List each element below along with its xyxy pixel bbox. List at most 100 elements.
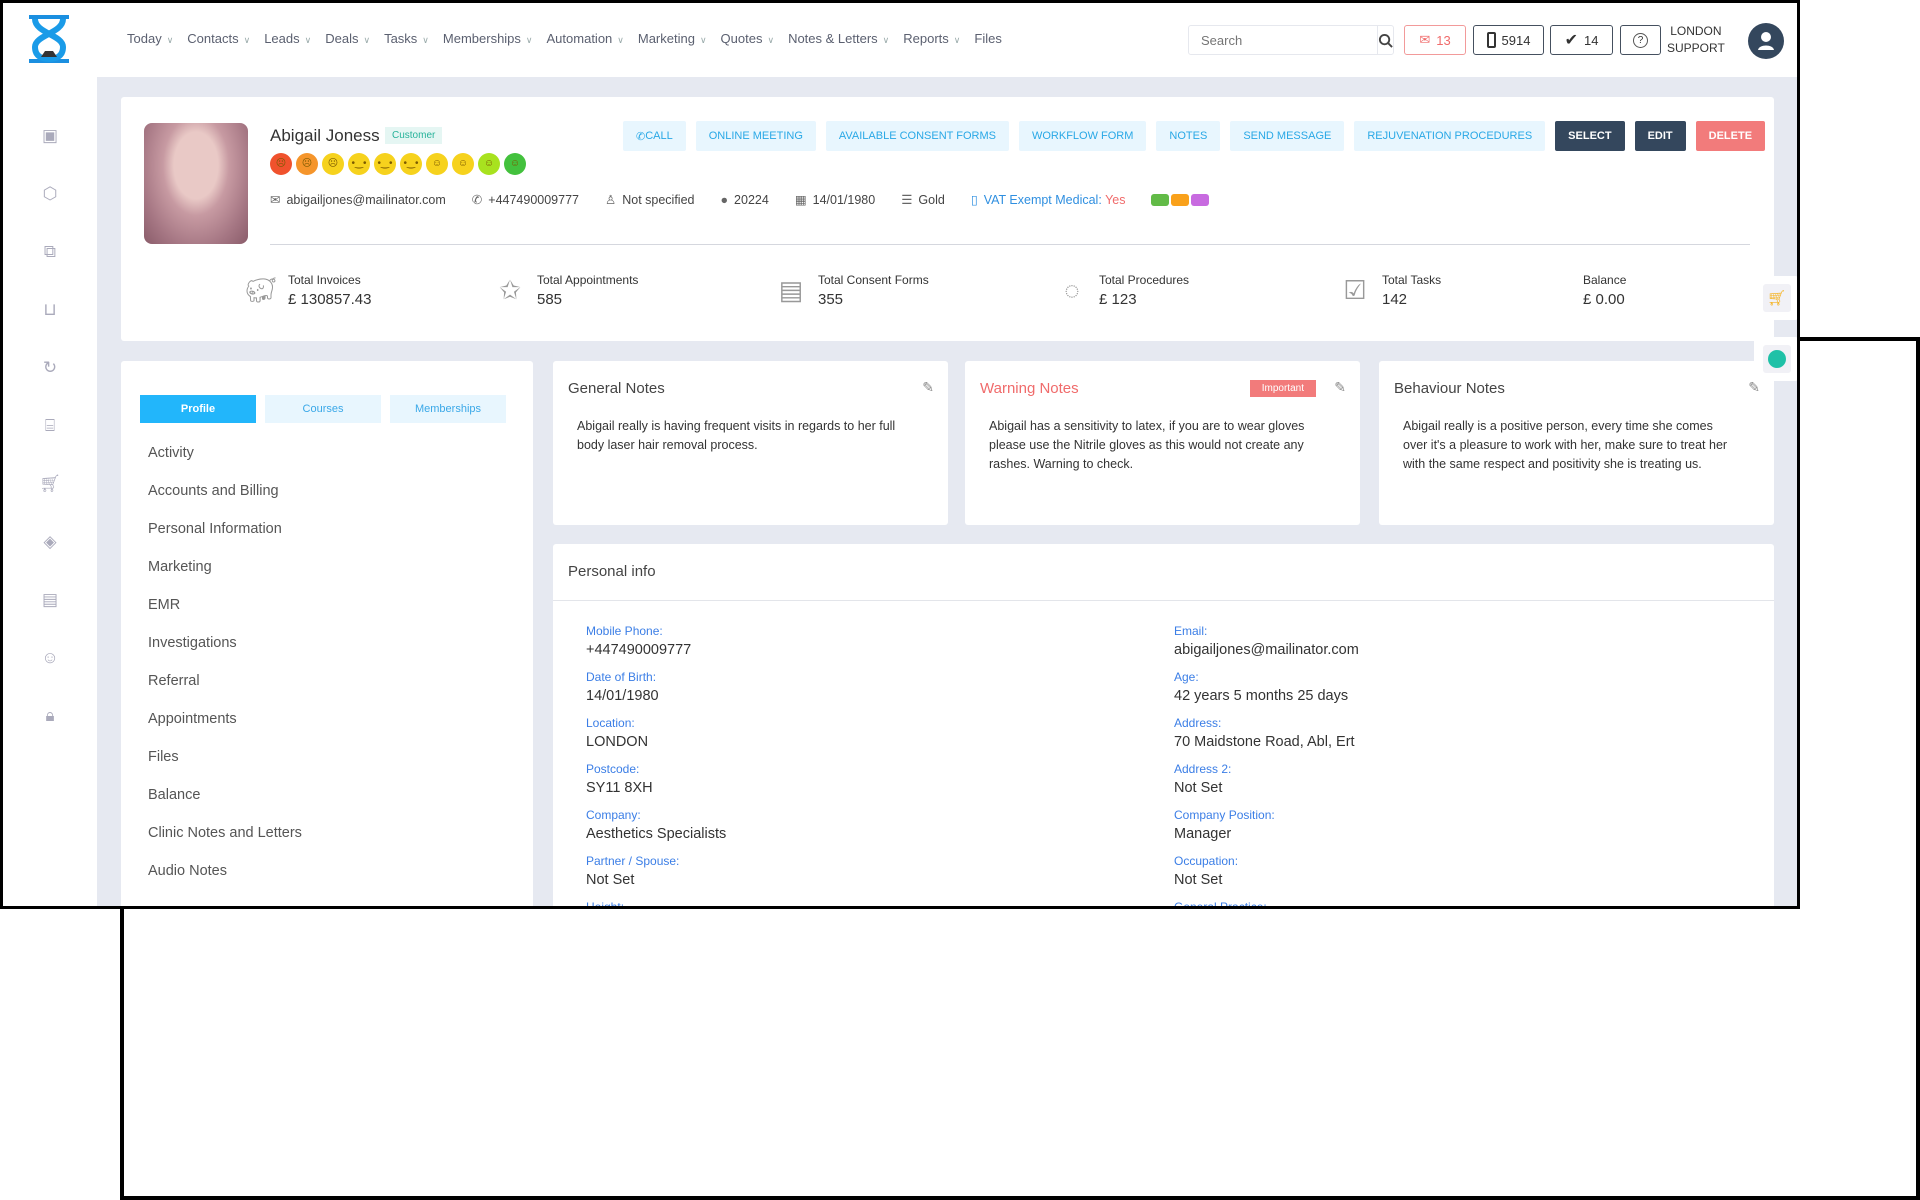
history-icon[interactable]: ↻ (42, 358, 58, 377)
help-button[interactable]: ? (1620, 25, 1661, 55)
online-meeting-button[interactable]: ONLINE MEETING (695, 121, 816, 151)
menu-item[interactable]: Audio Notes (148, 863, 227, 879)
select-button[interactable]: SELECT (1555, 121, 1625, 151)
menu-item[interactable]: Investigations (148, 635, 237, 651)
mood-face-icon[interactable]: ☹ (296, 153, 318, 175)
field-label: General Practice: (1174, 900, 1267, 909)
user-name[interactable]: LONDON SUPPORT (1667, 23, 1725, 57)
field-value: Manager (1174, 826, 1232, 842)
nav-item[interactable]: Leads ∨ (264, 31, 311, 46)
mood-rating: ☹ ☹ ☹ •‿• •‿• •‿• ☺ ☺ ☺ ☺ (270, 153, 526, 175)
cart-icon: 🛒︎ (1762, 284, 1791, 312)
nav-item[interactable]: Files (974, 31, 1001, 46)
note-card: Warning Notes Important ✎ Abigail has a sen… (965, 361, 1360, 525)
phone-button[interactable]: 5914 (1473, 25, 1544, 55)
tasks-button[interactable]: ✔ 14 (1550, 25, 1613, 55)
note-title: Behaviour Notes (1394, 380, 1505, 397)
stat-label: Total Invoices (288, 273, 361, 287)
note-title: Warning Notes (980, 380, 1079, 397)
menu-item[interactable]: Activity (148, 445, 194, 461)
nav-label: Automation (546, 31, 613, 46)
delete-button[interactable]: DELETE (1695, 121, 1766, 151)
field-value: Not Set (586, 872, 635, 888)
report-icon[interactable]: ▤ (41, 590, 59, 609)
notes-button[interactable]: NOTES (1156, 121, 1221, 151)
calendar-icon[interactable]: ▣ (41, 126, 59, 145)
cart-icon[interactable]: 🛒︎ (39, 474, 61, 493)
user-avatar[interactable] (1748, 23, 1784, 59)
nav-item[interactable]: Automation ∨ (547, 31, 624, 46)
call-button[interactable]: ✆ CALL (623, 121, 686, 151)
rejuvenation-procedures-button[interactable]: REJUVENATION PROCEDURES (1354, 121, 1546, 151)
menu-item[interactable]: Clinic Notes and Letters (148, 825, 302, 841)
stat-total-procedures: ◌ Total Procedures £ 123 (1055, 273, 1189, 308)
mood-face-icon[interactable]: ☹ (270, 153, 292, 175)
menu-item[interactable]: Referral (148, 673, 200, 689)
field-label: Postcode: (586, 762, 640, 776)
lock-icon[interactable]: 🔒︎ (45, 706, 55, 725)
nav-item[interactable]: Deals ∨ (325, 31, 370, 46)
nav-item[interactable]: Notes & Letters ∨ (788, 31, 889, 46)
user-icon: ● (720, 192, 729, 207)
help-icon: ? (1633, 32, 1648, 48)
gift-icon[interactable]: ⌸ (44, 416, 56, 435)
chevron-down-icon: ∨ (953, 35, 961, 45)
edit-pencil-icon[interactable]: ✎ (1748, 379, 1760, 395)
mood-face-icon[interactable]: ☺ (504, 153, 526, 175)
edit-pencil-icon[interactable]: ✎ (1334, 379, 1346, 395)
nav-label: Reports (903, 31, 949, 46)
nav-item[interactable]: Memberships ∨ (443, 31, 533, 46)
search-button[interactable] (1377, 26, 1393, 54)
menu-item[interactable]: Marketing (148, 559, 212, 575)
nav-item[interactable]: Reports ∨ (903, 31, 960, 46)
menu-item[interactable]: Balance (148, 787, 201, 803)
nav-label: Marketing (637, 31, 695, 46)
cube-icon[interactable]: ⬡ (42, 184, 58, 203)
mood-face-icon[interactable]: ☺ (478, 153, 500, 175)
workflow-form-button[interactable]: WORKFLOW FORM (1018, 121, 1147, 151)
basket-icon[interactable]: ⊔ (43, 300, 57, 319)
menu-item[interactable]: Accounts and Billing (148, 483, 279, 499)
cart-float-button[interactable]: 🛒︎ (1754, 276, 1797, 320)
stat-value: £ 130857.43 (288, 291, 372, 308)
tab-profile[interactable]: Profile (140, 395, 256, 423)
nav-label: Deals (325, 31, 359, 46)
field-label: Partner / Spouse: (586, 854, 680, 868)
mood-face-icon[interactable]: •‿• (348, 153, 370, 175)
edit-button[interactable]: EDIT (1634, 121, 1686, 151)
available-consent-forms-button[interactable]: AVAILABLE CONSENT FORMS (825, 121, 1009, 151)
edit-pencil-icon[interactable]: ✎ (922, 379, 934, 395)
nav-item[interactable]: Marketing ∨ (638, 31, 707, 46)
search-input[interactable] (1189, 26, 1377, 54)
nav-item[interactable]: Tasks ∨ (384, 31, 429, 46)
phone-value: +447490009777 (488, 193, 579, 207)
tab-courses[interactable]: Courses (265, 395, 381, 423)
mood-face-icon[interactable]: ☺ (426, 153, 448, 175)
nav-item[interactable]: Contacts ∨ (187, 31, 250, 46)
field-label: Company Position: (1174, 808, 1275, 822)
membership-icon: ☰ (901, 193, 913, 207)
user-sync-icon[interactable]: ☺ (41, 648, 59, 667)
whatsapp-float-button[interactable] (1754, 337, 1797, 381)
nav-label: Today (127, 31, 162, 46)
send-message-button[interactable]: SEND MESSAGE (1230, 121, 1345, 151)
phone-meta: ✆ +447490009777 (472, 192, 579, 207)
menu-item[interactable]: EMR (148, 597, 181, 613)
mail-button[interactable]: ✉ 13 (1404, 25, 1466, 55)
top-bar: Today ∨ Contacts ∨ Leads ∨ Deals ∨ Tasks ∨ Members… (3, 3, 1797, 77)
copy-icon[interactable]: ⧉ (43, 242, 57, 261)
menu-item[interactable]: Files (148, 749, 179, 765)
menu-item[interactable]: Appointments (148, 711, 237, 727)
mood-face-icon[interactable]: •‿• (374, 153, 396, 175)
important-badge: Important (1249, 380, 1316, 397)
menu-item[interactable]: Personal Information (148, 521, 282, 537)
color-tag (1171, 193, 1190, 206)
field-label: Address: (1174, 716, 1222, 730)
tab-memberships[interactable]: Memberships (390, 395, 506, 423)
mood-face-icon[interactable]: ☺ (452, 153, 474, 175)
nav-item[interactable]: Quotes ∨ (721, 31, 775, 46)
mood-face-icon[interactable]: •‿• (400, 153, 422, 175)
mood-face-icon[interactable]: ☹ (322, 153, 344, 175)
nav-item[interactable]: Today ∨ (127, 31, 173, 46)
tag-icon[interactable]: ◈ (43, 532, 57, 551)
